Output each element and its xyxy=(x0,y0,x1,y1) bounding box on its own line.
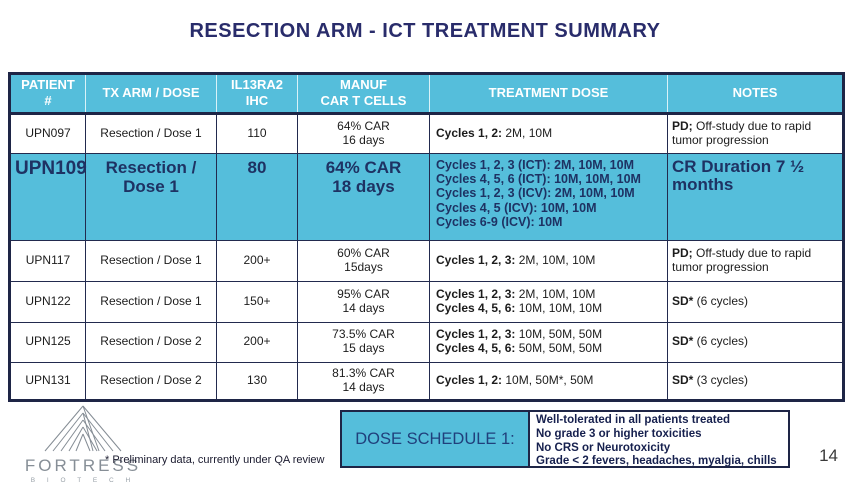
cell-il13ra2-ihc: 130 xyxy=(216,361,298,401)
cell-notes: SD* (6 cycles) xyxy=(667,321,844,363)
cell-notes: SD* (6 cycles) xyxy=(667,280,844,323)
dose-schedule-note-line: No CRS or Neurotoxicity xyxy=(536,441,671,454)
cell-patient: UPN109 xyxy=(9,152,87,241)
column-header: IL13RA2 IHC xyxy=(216,73,298,115)
logo-pyramid-icon xyxy=(44,405,122,452)
cell-notes: SD* (3 cycles) xyxy=(667,361,844,401)
cell-manuf-car-t: 81.3% CAR 14 days xyxy=(297,361,430,401)
cell-treatment-dose: Cycles 1, 2, 3: 10M, 50M, 50M Cycles 4, 5… xyxy=(429,321,668,363)
fortress-logo: FORTRESS B I O T E C H xyxy=(22,403,144,484)
footnote: * Preliminary data, currently under QA r… xyxy=(105,454,325,466)
table-row: UPN131 Resection / Dose 2 130 81.3% CAR 14 d… xyxy=(9,361,844,401)
column-header: PATIENT # xyxy=(9,73,86,115)
table-header-row: PATIENT # TX ARM / DOSE IL13RA2 IHC MANUF CAR … xyxy=(9,73,844,115)
table-row: UPN125 Resection / Dose 2 200+ 73.5% CAR 15 … xyxy=(9,321,844,363)
cell-patient: UPN097 xyxy=(9,112,86,154)
table-row: UPN117 Resection / Dose 1 200+ 60% CAR 15day… xyxy=(9,239,844,282)
cell-manuf-car-t: 60% CAR 15days xyxy=(297,239,430,282)
cell-manuf-car-t: 73.5% CAR 15 days xyxy=(297,321,430,363)
cell-notes: PD; Off-study due to rapid tumor progres… xyxy=(667,239,844,282)
cell-treatment-dose: Cycles 1, 2, 3: 2M, 10M, 10M xyxy=(429,239,668,282)
cell-il13ra2-ihc: 200+ xyxy=(216,239,298,282)
cell-tx-arm-dose: Resection / Dose 1 xyxy=(85,239,217,282)
cell-manuf-car-t: 95% CAR 14 days xyxy=(297,280,430,323)
cell-manuf-car-t: 64% CAR 18 days xyxy=(297,152,430,241)
cell-tx-arm-dose: Resection / Dose 1 xyxy=(85,280,217,323)
cell-patient: UPN117 xyxy=(9,239,86,282)
logo-subtitle: B I O T E C H xyxy=(30,477,136,484)
page-number: 14 xyxy=(819,446,838,465)
summary-table-body: UPN097 Resection / Dose 1 110 64% CAR 16 day… xyxy=(9,112,844,401)
column-header: NOTES xyxy=(667,73,844,115)
cell-treatment-dose: Cycles 1, 2: 2M, 10M xyxy=(429,112,668,154)
column-header: TX ARM / DOSE xyxy=(85,73,217,115)
cell-treatment-dose: Cycles 1, 2, 3 (ICT): 2M, 10M, 10M Cycles… xyxy=(429,152,668,241)
cell-tx-arm-dose: Resection / Dose 1 xyxy=(85,112,217,154)
cell-manuf-car-t: 64% CAR 16 days xyxy=(297,112,430,154)
cell-patient: UPN122 xyxy=(9,280,86,323)
column-header: TREATMENT DOSE xyxy=(429,73,668,115)
cell-patient: UPN131 xyxy=(9,361,86,401)
cell-il13ra2-ihc: 200+ xyxy=(216,321,298,363)
table-row: UPN122 Resection / Dose 1 150+ 95% CAR 14 da… xyxy=(9,280,844,323)
dose-schedule-box: DOSE SCHEDULE 1: Well-tolerated in all p… xyxy=(340,410,790,468)
cell-notes: CR Duration 7 ½ months xyxy=(667,152,844,241)
dose-schedule-note-line: Well-tolerated in all patients treated xyxy=(536,414,731,426)
dose-schedule-label: DOSE SCHEDULE 1: xyxy=(342,412,530,466)
cell-tx-arm-dose: Resection / Dose 2 xyxy=(85,321,217,363)
dose-schedule-notes: Well-tolerated in all patients treated No… xyxy=(530,412,788,468)
slide-title: RESECTION ARM - ICT TREATMENT SUMMARY xyxy=(189,20,661,42)
cell-patient: UPN125 xyxy=(9,321,86,363)
cell-il13ra2-ihc: 150+ xyxy=(216,280,298,323)
column-header: MANUF CAR T CELLS xyxy=(297,73,430,115)
table-row: UPN109 Resection / Dose 1 80 64% CAR 18 days… xyxy=(9,152,844,241)
cell-treatment-dose: Cycles 1, 2: 10M, 50M*, 50M xyxy=(429,361,668,401)
cell-tx-arm-dose: Resection / Dose 1 xyxy=(85,152,217,241)
summary-table: PATIENT # TX ARM / DOSE IL13RA2 IHC MANUF CAR … xyxy=(8,72,845,402)
dose-schedule-note-line: Grade < 2 fevers, headaches, myalgia, ch… xyxy=(536,455,777,468)
cell-tx-arm-dose: Resection / Dose 2 xyxy=(85,361,217,401)
cell-notes: PD; Off-study due to rapid tumor progres… xyxy=(667,112,844,154)
dose-schedule-note-line: No grade 3 or higher toxicities xyxy=(536,427,702,440)
cell-il13ra2-ihc: 110 xyxy=(216,112,298,154)
cell-il13ra2-ihc: 80 xyxy=(216,152,298,241)
table-row: UPN097 Resection / Dose 1 110 64% CAR 16 day… xyxy=(9,112,844,154)
logo-name: FORTRESS xyxy=(24,456,142,475)
cell-treatment-dose: Cycles 1, 2, 3: 2M, 10M, 10M Cycles 4, 5,… xyxy=(429,280,668,323)
